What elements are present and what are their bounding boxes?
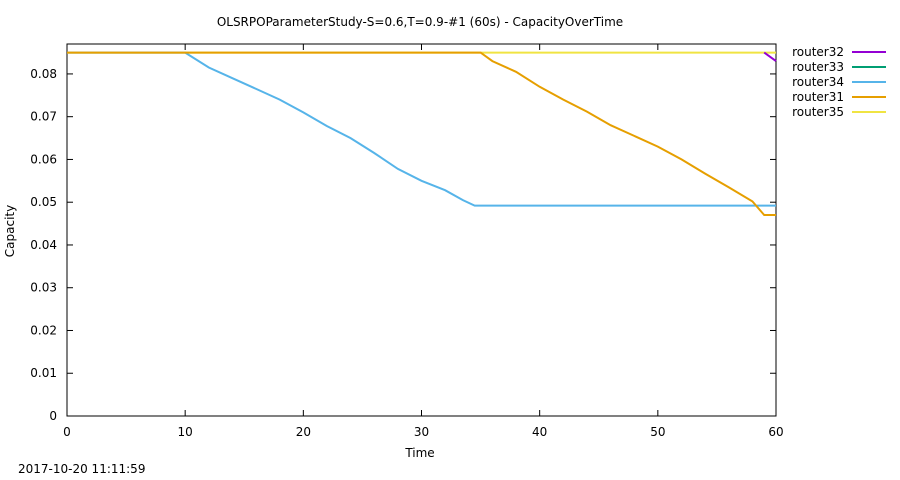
y-tick-label: 0.04: [30, 238, 57, 252]
y-tick-label: 0.02: [30, 323, 57, 337]
x-tick-label: 30: [414, 425, 429, 439]
series-line-router32: [763, 51, 777, 62]
x-tick-label: 40: [532, 425, 547, 439]
legend-label-router35: router35: [792, 105, 844, 119]
chart-title: OLSRPOParameterStudy-S=0.6,T=0.9-#1 (60s…: [217, 15, 623, 29]
x-tick-label: 20: [296, 425, 311, 439]
x-tick-label: 0: [63, 425, 71, 439]
y-axis-label: Capacity: [3, 205, 17, 257]
y-tick-label: 0.01: [30, 366, 57, 380]
y-tick-label: 0.05: [30, 195, 57, 209]
x-axis-label: Time: [404, 446, 434, 460]
legend-label-router33: router33: [792, 60, 844, 74]
y-tick-label: 0.06: [30, 152, 57, 166]
legend-label-router31: router31: [792, 90, 844, 104]
y-tick-label: 0: [49, 409, 57, 423]
y-tick-label: 0.03: [30, 281, 57, 295]
axes: 0 10 20 30 40 50 60 0 0.01 0.02 0.03 0.04 0.05 0.06 0.…: [30, 44, 784, 439]
y-tick-label: 0.08: [30, 67, 57, 81]
plot-area-frame: [66, 43, 777, 417]
legend-label-router32: router32: [792, 45, 844, 59]
x-tick-label: 10: [178, 425, 193, 439]
timestamp-footer: 2017-10-20 11:11:59: [18, 462, 146, 476]
series-lines: [67, 51, 777, 216]
x-tick-label: 50: [650, 425, 665, 439]
x-tick-label: 60: [768, 425, 783, 439]
series-line-router31: [67, 51, 776, 216]
legend-label-router34: router34: [792, 75, 844, 89]
series-line-router34: [67, 51, 776, 207]
y-tick-label: 0.07: [30, 110, 57, 124]
